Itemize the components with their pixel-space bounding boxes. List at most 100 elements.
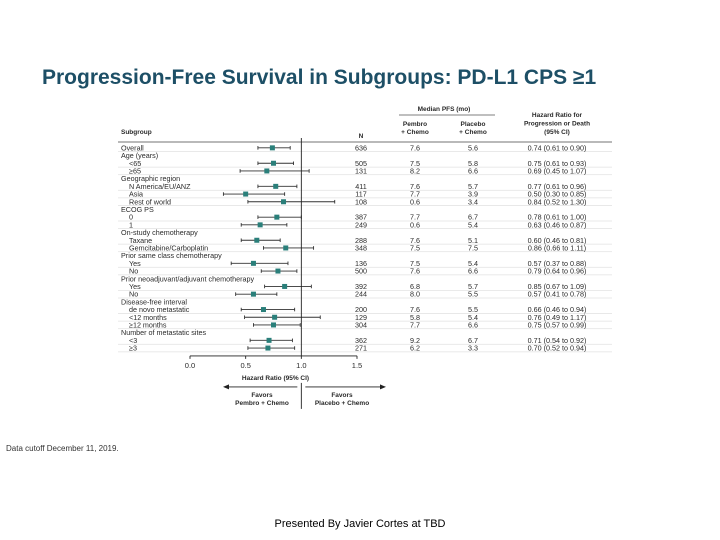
pembro-median: 7.6 [410, 236, 420, 245]
n-value: 392 [355, 282, 367, 291]
hr-marker [250, 260, 256, 266]
n-value: 348 [355, 243, 367, 252]
hazard-ratio-text: 0.70 (0.52 to 0.94) [528, 344, 587, 353]
subgroup-label: No [129, 290, 138, 299]
hr-marker [250, 291, 256, 297]
hr-marker [254, 237, 260, 243]
placebo-median: 6.6 [468, 166, 478, 175]
data-cutoff-note: Data cutoff December 11, 2019. [6, 444, 119, 453]
subgroup-label: 0 [129, 213, 133, 222]
hazard-ratio-text: 0.63 (0.46 to 0.87) [528, 220, 587, 229]
pembro-median: 7.7 [410, 320, 420, 329]
placebo-median: 5.4 [468, 220, 478, 229]
subgroup-category-label: Geographic region [121, 174, 180, 183]
header-pembro: + Chemo [401, 129, 429, 136]
pembro-median: 7.5 [410, 243, 420, 252]
placebo-median: 6.6 [468, 267, 478, 276]
hazard-ratio-text: 0.50 (0.30 to 0.85) [528, 190, 587, 199]
subgroup-category-label: ECOG PS [121, 205, 154, 214]
placebo-median: 3.4 [468, 197, 478, 206]
n-value: 244 [355, 290, 367, 299]
n-value: 636 [355, 143, 367, 152]
hazard-ratio-text: 0.75 (0.61 to 0.93) [528, 159, 587, 168]
pembro-median: 6.8 [410, 282, 420, 291]
n-value: 271 [355, 344, 367, 353]
subgroup-label: de novo metastatic [129, 305, 190, 314]
favors-right-label: Placebo + Chemo [315, 400, 369, 407]
subgroup-label: No [129, 267, 138, 276]
n-value: 131 [355, 166, 367, 175]
pembro-median: 7.6 [410, 305, 420, 314]
hr-marker [273, 183, 279, 189]
hazard-ratio-text: 0.85 (0.67 to 1.09) [528, 282, 587, 291]
pembro-median: 8.0 [410, 290, 420, 299]
slide-title: Progression-Free Survival in Subgroups: … [42, 66, 597, 89]
header-n: N [359, 133, 364, 140]
hazard-ratio-text: 0.74 (0.61 to 0.90) [528, 143, 587, 152]
hr-marker [257, 222, 263, 228]
placebo-median: 5.7 [468, 282, 478, 291]
favors-left-label: Pembro + Chemo [235, 400, 289, 407]
subgroup-label: <12 months [129, 313, 167, 322]
hazard-ratio-text: 0.57 (0.41 to 0.78) [528, 290, 587, 299]
subgroup-label: ≥12 months [129, 320, 167, 329]
hr-marker [272, 314, 278, 320]
placebo-median: 5.4 [468, 313, 478, 322]
hazard-ratio-text: 0.86 (0.66 to 1.11) [528, 243, 586, 252]
hazard-ratio-text: 0.57 (0.37 to 0.88) [528, 259, 587, 268]
hazard-ratio-text: 0.77 (0.61 to 0.96) [528, 182, 587, 191]
placebo-median: 7.5 [468, 243, 478, 252]
x-tick-label: 0.0 [185, 361, 195, 370]
subgroup-label: <3 [129, 336, 137, 345]
header-median-pfs: Median PFS (mo) [418, 106, 471, 113]
hr-marker [282, 283, 288, 289]
pembro-median: 7.6 [410, 143, 420, 152]
n-value: 108 [355, 197, 367, 206]
subgroup-label: Overall [121, 143, 144, 152]
placebo-median: 6.7 [468, 336, 478, 345]
n-value: 505 [355, 159, 367, 168]
header-hazard-ratio: Hazard Ratio for [532, 112, 583, 119]
favors-right-label: Favors [331, 392, 353, 399]
hazard-ratio-text: 0.84 (0.52 to 1.30) [528, 197, 587, 206]
hr-marker [271, 160, 276, 166]
x-tick-label: 1.5 [352, 361, 362, 370]
placebo-median: 5.5 [468, 305, 478, 314]
table-rows: Overall 636 7.6 5.6 0.74 (0.61 to 0.90) Age (… [118, 143, 612, 353]
hazard-ratio-text: 0.60 (0.46 to 0.81) [528, 236, 587, 245]
placebo-median: 5.7 [468, 182, 478, 191]
placebo-median: 6.6 [468, 320, 478, 329]
subgroup-label: ≥3 [129, 344, 137, 353]
n-value: 362 [355, 336, 367, 345]
hazard-ratio-text: 0.66 (0.46 to 0.94) [528, 305, 587, 314]
subgroup-category-label: On-study chemotherapy [121, 228, 198, 237]
subgroup-category-label: Number of metastatic sites [121, 328, 206, 337]
header-placebo: Placebo [461, 121, 486, 128]
header-hazard-ratio: (95% CI) [544, 129, 570, 136]
n-value: 387 [355, 213, 367, 222]
x-tick-label: 1.0 [296, 361, 306, 370]
favors-left-label: Favors [251, 392, 273, 399]
header-hazard-ratio: Progression or Death [524, 121, 590, 128]
placebo-median: 5.8 [468, 159, 478, 168]
pembro-median: 7.7 [410, 190, 420, 199]
placebo-median: 5.1 [468, 236, 478, 245]
hr-marker [269, 145, 275, 151]
x-axis-label: Hazard Ratio (95% CI) [242, 375, 309, 382]
pembro-median: 7.6 [410, 267, 420, 276]
placebo-median: 3.3 [468, 344, 478, 353]
subgroup-label: ≥65 [129, 166, 141, 175]
placebo-median: 6.7 [468, 213, 478, 222]
favors-right-arrowhead [380, 384, 386, 390]
subgroup-label: N America/EU/ANZ [129, 182, 191, 191]
hr-marker [260, 307, 266, 313]
subgroup-label: Gemcitabine/Carboplatin [129, 243, 208, 252]
subgroup-label: Taxane [129, 236, 152, 245]
pembro-median: 7.7 [410, 213, 420, 222]
hazard-ratio-text: 0.71 (0.54 to 0.92) [528, 336, 587, 345]
hr-marker [271, 322, 276, 328]
hazard-ratio-text: 0.79 (0.64 to 0.96) [528, 267, 587, 276]
